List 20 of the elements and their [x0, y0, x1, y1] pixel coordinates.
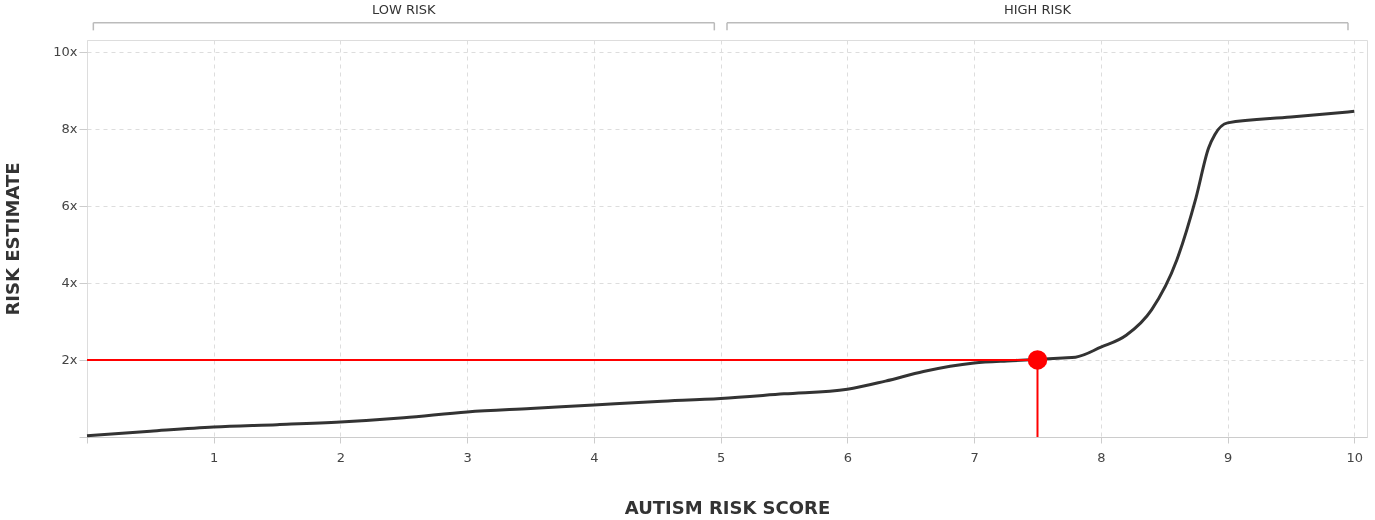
line-series: [85, 109, 1356, 438]
x-tick-label: 5: [717, 449, 726, 465]
x-tick-label: 4: [590, 449, 599, 465]
y-tick-label: 10x: [53, 44, 78, 60]
x-tick-label: 1: [210, 449, 219, 465]
text: LOW RISK: [372, 1, 437, 17]
y-axis-title: RISK ESTIMATE: [2, 162, 24, 316]
y-tick-label: 6x: [61, 198, 78, 214]
x-tick-label: 9: [1223, 449, 1233, 465]
x-axis-title: AUTISM RISK SCORE: [624, 496, 831, 518]
x-tick-label: 10: [1346, 449, 1364, 465]
x-tick-label: 2: [336, 449, 346, 465]
text: HIGH RISK: [1003, 1, 1072, 17]
y-tick-label: 2x: [61, 352, 78, 368]
x-tick-label: 6: [843, 449, 853, 465]
y-tick-label: 8x: [61, 121, 78, 137]
x-tick-label: 7: [970, 449, 979, 465]
x-tick-label: 3: [463, 449, 472, 465]
y-tick-label: 4x: [61, 275, 78, 291]
x-tick-label: 8: [1097, 449, 1106, 465]
